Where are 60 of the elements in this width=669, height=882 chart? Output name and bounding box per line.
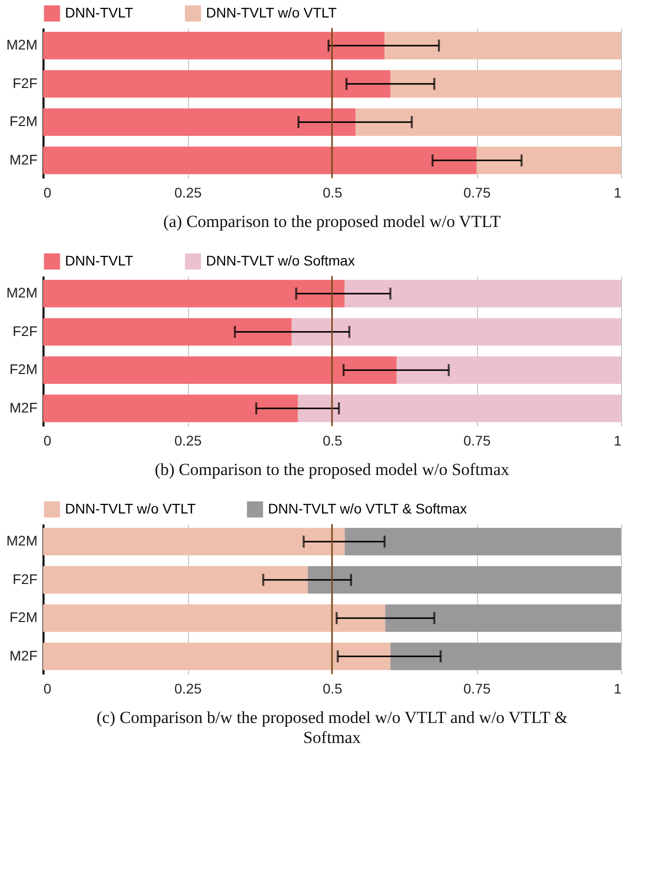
bar <box>43 108 356 136</box>
y-tick-label: F2M <box>10 609 38 626</box>
bar <box>344 280 621 308</box>
x-tick-label: 0.75 <box>463 432 491 448</box>
x-tick-label: 0 <box>44 432 52 448</box>
y-tick-label: M2F <box>10 399 38 416</box>
bar <box>43 280 345 308</box>
text: (c) Comparison b/w the proposed model w/o VTLT and w/o VTLT & Softmax <box>96 708 568 747</box>
legend-label: DNN-TVLT w/o VTLT <box>206 4 338 20</box>
bar <box>43 394 298 422</box>
x-tick-label: 1 <box>614 680 622 696</box>
text: (b) Comparison to the proposed model w/o Softmax <box>154 460 510 479</box>
bar <box>308 566 621 594</box>
x-tick-label: 0.25 <box>174 184 202 200</box>
bar <box>43 566 308 594</box>
x-tick-label: 0.25 <box>174 432 202 448</box>
y-tick-label: M2M <box>6 532 38 549</box>
y-tick-label: M2F <box>10 647 38 664</box>
y-tick-label: F2M <box>10 361 38 378</box>
bar <box>43 70 390 98</box>
x-tick-label: 0.75 <box>463 184 491 200</box>
legend-label: DNN-TVLT <box>65 252 134 268</box>
bar <box>43 356 397 384</box>
text: (a) Comparison to the proposed model w/o VTLT <box>163 212 502 231</box>
bar <box>385 604 621 632</box>
y-tick-label: M2M <box>6 36 38 53</box>
x-tick-label: 0 <box>44 680 52 696</box>
x-tick-label: 0.5 <box>322 184 342 200</box>
x-tick-label: 0.5 <box>322 680 342 696</box>
y-tick-label: F2F <box>12 74 38 91</box>
x-tick-label: 0.75 <box>463 680 491 696</box>
y-tick-label: F2F <box>12 570 38 587</box>
bar <box>396 356 621 384</box>
legend-label: DNN-TVLT w/o Softmax <box>206 252 355 268</box>
y-tick-label: F2F <box>12 322 38 339</box>
x-tick-label: 1 <box>614 184 622 200</box>
bar <box>476 146 621 174</box>
bar <box>43 642 390 670</box>
x-tick-label: 0.25 <box>174 680 202 696</box>
bar <box>43 604 386 632</box>
legend-label: DNN-TVLT <box>65 4 134 20</box>
bar <box>43 318 292 346</box>
y-tick-label: F2M <box>10 113 38 130</box>
bar <box>390 70 621 98</box>
bar <box>384 32 621 60</box>
bar <box>298 394 621 422</box>
x-tick-label: 0.5 <box>322 432 342 448</box>
bar <box>43 528 345 556</box>
bar <box>390 642 621 670</box>
x-tick-label: 1 <box>614 432 622 448</box>
bar <box>292 318 621 346</box>
legend-label: DNN-TVLT w/o VTLT <box>65 500 196 516</box>
bar <box>43 32 385 60</box>
y-tick-label: M2F <box>10 151 38 168</box>
legend-label: DNN-TVLT w/o VTLT & Softmax <box>268 500 467 516</box>
bar <box>344 528 621 556</box>
y-tick-label: M2M <box>6 284 38 301</box>
bar <box>43 146 476 174</box>
x-tick-label: 0 <box>44 184 52 200</box>
bar <box>356 108 621 136</box>
